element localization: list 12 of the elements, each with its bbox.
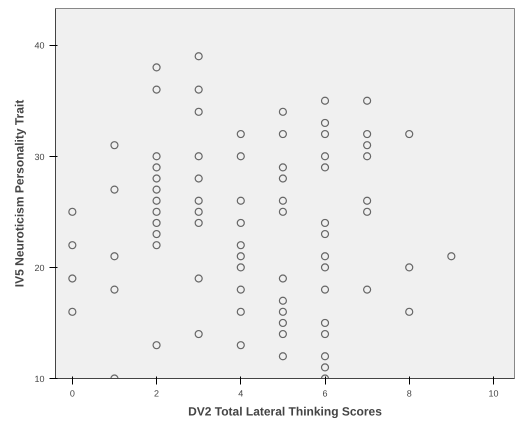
y-tick-label: 10 bbox=[34, 374, 45, 384]
x-tick-label: 2 bbox=[154, 388, 160, 398]
x-tick-label: 10 bbox=[488, 388, 498, 398]
y-tick-label: 20 bbox=[34, 262, 45, 273]
x-tick-label: 0 bbox=[70, 388, 75, 398]
x-tick-label: 8 bbox=[406, 388, 412, 398]
y-axis-title: IV5 Neuroticism Personality Trait bbox=[12, 100, 26, 288]
x-tick-label: 6 bbox=[322, 388, 328, 398]
y-tick-label: 40 bbox=[34, 40, 45, 51]
x-axis-title: DV2 Total Lateral Thinking Scores bbox=[188, 404, 382, 418]
x-tick-label: 4 bbox=[238, 388, 244, 398]
y-tick-label: 30 bbox=[34, 152, 45, 162]
